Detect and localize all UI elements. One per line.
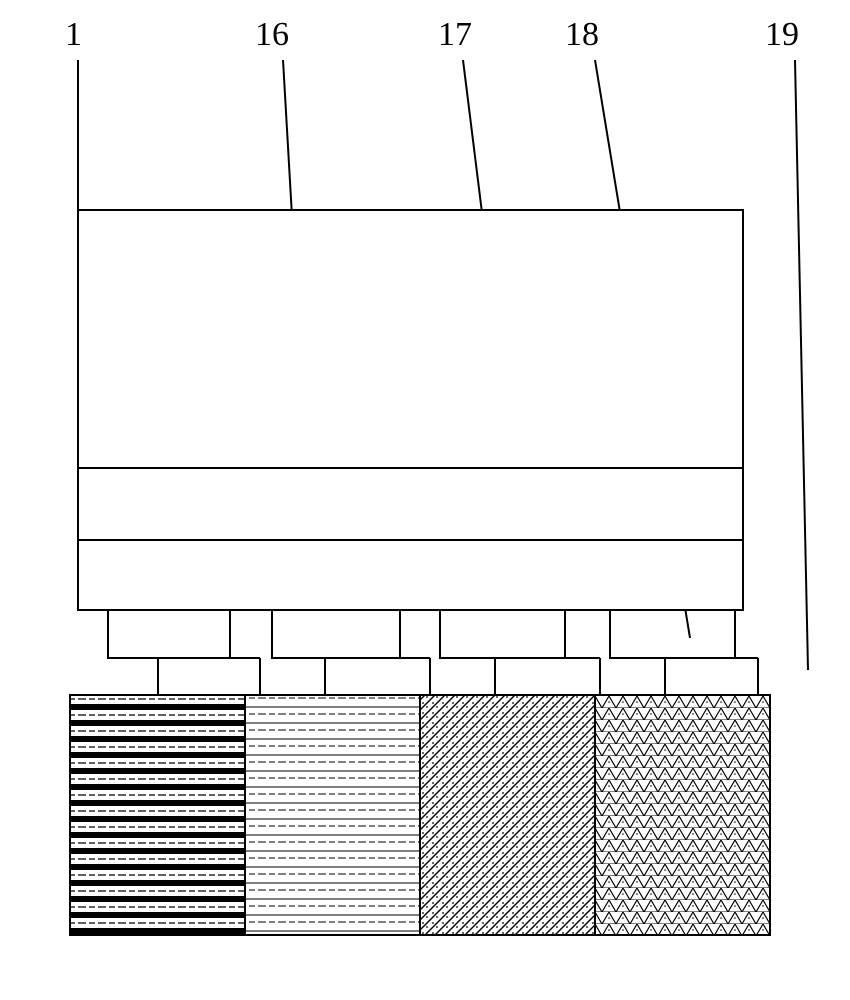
- connector-brackets: [108, 610, 758, 695]
- figure-svg: [0, 0, 850, 1000]
- lower-panels: [70, 695, 770, 935]
- upper-block: [78, 210, 743, 610]
